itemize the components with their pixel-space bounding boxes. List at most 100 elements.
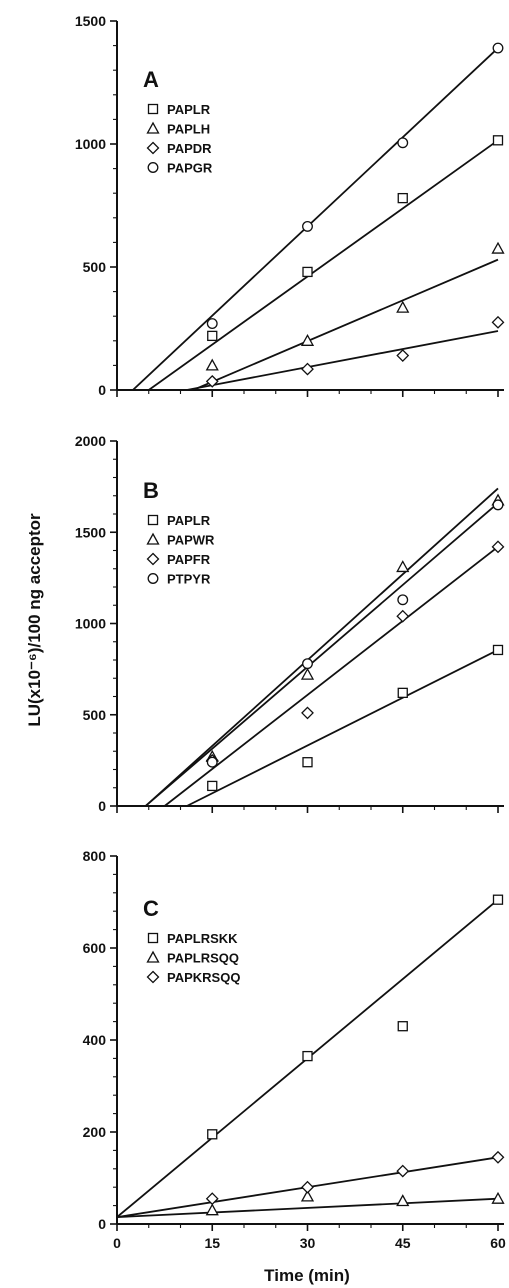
data-point-paplrsqq <box>491 1191 505 1204</box>
y-tick-label: 0 <box>98 1216 106 1232</box>
fit-line-paplr <box>148 139 499 391</box>
data-point-papgr <box>206 318 218 330</box>
legend-marker-paplh <box>146 121 160 134</box>
y-tick-label: 400 <box>83 1032 107 1048</box>
x-tick-label: 60 <box>490 1235 506 1251</box>
data-point-paplrskk <box>397 1021 408 1032</box>
panel-label: A <box>143 67 159 92</box>
data-point-ptpyr <box>206 756 218 768</box>
panel-label: C <box>143 896 159 921</box>
fit-line-paplh <box>192 258 499 391</box>
data-point-paplrsqq <box>396 1194 410 1207</box>
data-point-paplh <box>396 300 410 313</box>
y-tick-label: 0 <box>98 382 106 398</box>
legend-label: PAPLRSKK <box>167 931 238 946</box>
data-point-papgr <box>397 137 409 149</box>
y-tick-label: 0 <box>98 798 106 814</box>
y-tick-label: 1500 <box>75 524 106 540</box>
data-point-papdr <box>491 315 505 329</box>
panel-b-chart: 0 500 1000 1500 2000 B PAPLR PAPWR PAPFR PTPYR <box>75 433 505 814</box>
data-point-paplh <box>491 241 505 254</box>
data-point-papdr <box>396 349 410 362</box>
data-point-paplr <box>302 266 313 278</box>
data-point-paplh <box>300 333 315 346</box>
x-tick-label: 15 <box>204 1235 220 1251</box>
legend-label: PAPLR <box>167 102 211 117</box>
y-axis-title: LU(x10⁻⁶)/100 ng acceptor <box>25 513 44 727</box>
x-tick-label: 45 <box>395 1235 411 1251</box>
legend-marker-papgr <box>147 162 159 173</box>
legend-label: PAPFR <box>167 552 211 567</box>
legend-label: PAPLR <box>167 513 211 528</box>
y-tick-label: 600 <box>83 940 107 956</box>
data-point-paplh <box>205 358 219 371</box>
data-point-paplr <box>207 330 218 342</box>
legend-label: PAPKRSQQ <box>167 970 240 985</box>
x-tick-label: 0 <box>113 1235 121 1251</box>
fit-line-paplrsqq <box>116 1197 499 1218</box>
legend-marker-papkrsqq <box>146 970 160 984</box>
data-point-paplr <box>492 644 504 656</box>
legend-marker-paplrskk <box>147 932 159 944</box>
y-tick-label: 500 <box>83 259 107 275</box>
fit-line-papwr <box>144 487 499 807</box>
data-point-papkrsqq <box>301 1180 314 1194</box>
data-point-paplr <box>397 192 408 204</box>
data-point-papgr <box>492 42 504 54</box>
legend-label: PAPGR <box>167 161 213 176</box>
data-point-paplr <box>397 687 408 698</box>
panel-label: B <box>143 478 159 503</box>
panel-a-chart: 0 500 1000 1500 A PAPLR PAPLH PAPDR PAPGR <box>75 13 505 398</box>
data-point-paplr <box>207 780 218 792</box>
fit-line-papdr <box>186 330 499 391</box>
data-point-papfr <box>301 706 314 720</box>
x-tick-label: 30 <box>300 1235 316 1251</box>
data-point-papdr <box>205 374 219 388</box>
y-tick-label: 800 <box>83 848 107 864</box>
data-point-paplrskk <box>492 894 504 905</box>
y-tick-label: 1500 <box>75 13 106 29</box>
data-point-ptpyr <box>397 594 409 606</box>
data-point-papwr <box>396 560 410 573</box>
data-point-paplrskk <box>302 1050 313 1062</box>
data-point-paplrskk <box>207 1129 218 1140</box>
fit-line-paplr <box>186 649 499 807</box>
y-tick-label: 200 <box>83 1124 107 1140</box>
y-tick-label: 1000 <box>75 136 106 152</box>
data-point-papwr <box>300 667 315 680</box>
data-point-papfr <box>396 609 410 623</box>
y-tick-label: 1000 <box>75 616 106 632</box>
fit-line-ptpyr <box>144 502 499 807</box>
legend-marker-paplr <box>147 514 159 526</box>
data-point-papkrsqq <box>491 1150 505 1164</box>
data-point-papkrsqq <box>205 1192 219 1206</box>
data-point-papkrsqq <box>396 1164 410 1178</box>
legend-marker-ptpyr <box>147 573 159 584</box>
y-tick-label: 500 <box>83 707 107 723</box>
panel-c-chart: 0 200 400 600 800 0 15 30 45 60 C PAPLRSKK PAPLRSQQ P… <box>83 848 506 1251</box>
legend-label: PTPYR <box>167 572 211 587</box>
data-point-paplrsqq <box>300 1189 315 1202</box>
legend-marker-paplrsqq <box>146 950 160 963</box>
legend-marker-paplr <box>147 103 159 115</box>
data-point-papgr <box>302 220 313 232</box>
y-tick-label: 2000 <box>75 433 106 449</box>
data-point-ptpyr <box>302 658 313 670</box>
legend-label: PAPLH <box>167 122 210 137</box>
fit-line-papfr <box>164 546 499 807</box>
data-point-papdr <box>301 362 314 376</box>
x-axis-title: Time (min) <box>264 1266 350 1285</box>
legend-marker-papdr <box>146 141 160 155</box>
data-point-paplr <box>492 135 504 146</box>
legend-marker-papfr <box>146 552 160 566</box>
legend-label: PAPLRSQQ <box>167 951 239 966</box>
legend-marker-papwr <box>146 532 160 545</box>
data-point-ptpyr <box>492 499 504 511</box>
data-point-papfr <box>491 540 505 554</box>
fit-line-papgr <box>132 47 499 391</box>
legend-label: PAPDR <box>167 141 212 156</box>
data-point-paplr <box>302 757 313 768</box>
legend-label: PAPWR <box>167 533 215 548</box>
data-point-paplrsqq <box>205 1203 219 1216</box>
